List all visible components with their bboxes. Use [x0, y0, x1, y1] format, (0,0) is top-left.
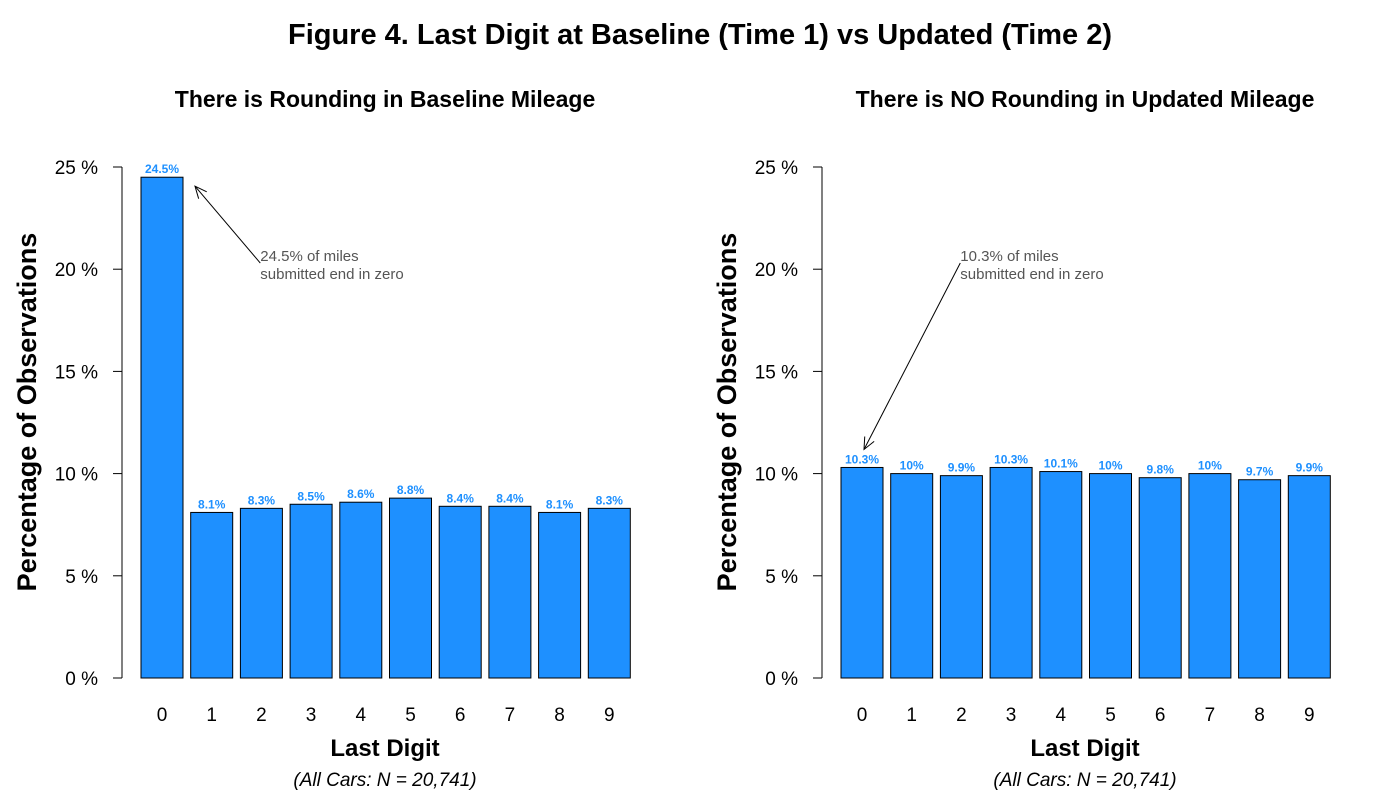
annotation-arrowhead	[863, 436, 875, 451]
annotation-arrow	[194, 185, 261, 264]
x-tick-label: 9	[604, 705, 615, 726]
x-tick-label: 7	[505, 705, 516, 726]
x-tick-label: 6	[455, 705, 466, 726]
bar-digit-6	[1138, 477, 1182, 679]
sample-size-note: (All Cars: N = 20,741)	[293, 770, 476, 791]
x-tick-label: 0	[857, 705, 868, 726]
y-tick-label: 5 %	[65, 567, 98, 588]
y-tick-label: 25 %	[55, 158, 98, 179]
x-tick-label: 8	[1254, 705, 1265, 726]
annotation-arrow	[863, 262, 961, 450]
bar-digit-7	[488, 505, 532, 679]
bar-digit-3	[289, 503, 333, 679]
bar-digit-0	[140, 176, 184, 679]
bar-digit-8	[538, 511, 582, 679]
y-tick-label: 0 %	[765, 669, 798, 690]
bar-digit-5	[389, 497, 432, 679]
bar-digit-0	[840, 466, 884, 679]
annotation-arrowhead	[194, 185, 207, 199]
x-tick-label: 4	[1056, 705, 1067, 726]
x-tick-label: 3	[306, 705, 317, 726]
value-label: 8.8%	[397, 483, 425, 497]
x-tick-label: 5	[405, 705, 416, 726]
bar-digit-9	[587, 507, 631, 679]
y-tick-label: 0 %	[65, 669, 98, 690]
value-label: 10%	[1198, 459, 1222, 473]
value-label: 24.5%	[145, 162, 179, 176]
value-label: 8.1%	[546, 497, 574, 511]
x-tick-label: 0	[157, 705, 168, 726]
value-label: 10.3%	[994, 452, 1028, 466]
panel-title: There is Rounding in Baseline Mileage	[175, 86, 595, 112]
y-axis-label: Percentage of Observations	[12, 233, 42, 592]
x-tick-label: 1	[906, 705, 917, 726]
bar-digit-4	[339, 501, 383, 679]
x-axis-label: Last Digit	[330, 735, 439, 762]
y-tick-label: 10 %	[55, 465, 98, 486]
figure-title: Figure 4. Last Digit at Baseline (Time 1…	[288, 19, 1112, 51]
annotation-text: 10.3% of miles	[960, 248, 1058, 265]
value-label: 8.3%	[248, 493, 276, 507]
bar-digit-4	[1039, 471, 1083, 679]
panel-title: There is NO Rounding in Updated Mileage	[856, 86, 1315, 112]
value-label: 8.1%	[198, 497, 226, 511]
value-label: 8.6%	[347, 487, 375, 501]
value-label: 8.4%	[496, 491, 524, 505]
annotation-text: submitted end in zero	[260, 266, 403, 283]
x-tick-label: 1	[206, 705, 217, 726]
y-tick-label: 20 %	[55, 260, 98, 281]
bar-digit-1	[190, 511, 234, 679]
bar-digit-1	[890, 473, 934, 679]
sample-size-note: (All Cars: N = 20,741)	[993, 770, 1176, 791]
bar-digit-9	[1287, 475, 1331, 679]
y-tick-label: 15 %	[755, 362, 798, 383]
x-tick-label: 6	[1155, 705, 1166, 726]
x-tick-label: 5	[1105, 705, 1116, 726]
x-tick-label: 7	[1205, 705, 1216, 726]
y-tick-label: 25 %	[755, 158, 798, 179]
y-axis-label: Percentage of Observations	[712, 233, 742, 592]
y-tick-label: 5 %	[765, 567, 798, 588]
value-label: 9.9%	[948, 461, 976, 475]
bar-digit-7	[1188, 473, 1232, 679]
value-label: 9.9%	[1296, 461, 1324, 475]
panel-baseline: There is Rounding in Baseline Mileage Pe…	[12, 86, 631, 791]
bar-digit-2	[939, 475, 983, 679]
bar-digit-8	[1238, 479, 1282, 679]
bar-digit-2	[239, 507, 283, 679]
value-label: 10.1%	[1044, 457, 1078, 471]
bar-digit-6	[438, 505, 482, 679]
x-tick-label: 9	[1304, 705, 1315, 726]
y-tick-label: 10 %	[755, 465, 798, 486]
x-tick-label: 4	[356, 705, 367, 726]
y-tick-label: 15 %	[55, 362, 98, 383]
annotation-text: 24.5% of miles	[260, 248, 358, 265]
value-label: 10%	[900, 459, 924, 473]
y-tick-label: 20 %	[755, 260, 798, 281]
bar-digit-3	[989, 466, 1033, 679]
value-label: 10.3%	[845, 452, 879, 466]
x-tick-label: 2	[256, 705, 267, 726]
panel-updated: There is NO Rounding in Updated Mileage …	[712, 86, 1331, 791]
bar-digit-5	[1089, 473, 1132, 679]
value-label: 9.7%	[1246, 465, 1274, 479]
x-axis-label: Last Digit	[1030, 735, 1139, 762]
value-label: 9.8%	[1147, 463, 1175, 477]
value-label: 8.5%	[297, 489, 325, 503]
value-label: 8.3%	[596, 493, 624, 507]
annotation-text: submitted end in zero	[960, 266, 1103, 283]
x-tick-label: 8	[554, 705, 565, 726]
x-tick-label: 3	[1006, 705, 1017, 726]
x-tick-label: 2	[956, 705, 967, 726]
value-label: 8.4%	[447, 491, 475, 505]
value-label: 10%	[1098, 459, 1122, 473]
